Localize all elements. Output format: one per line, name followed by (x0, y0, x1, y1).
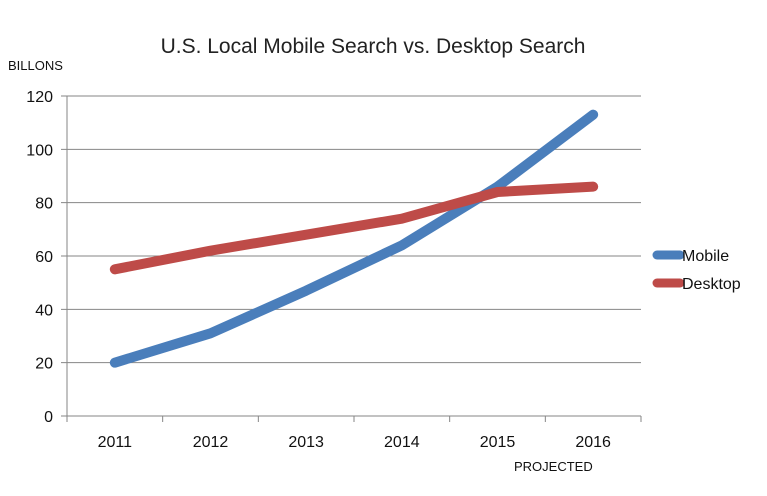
x-tick-label: 2016 (575, 434, 611, 451)
y-axis-label: BILLONS (8, 58, 63, 73)
y-tick-label: 80 (35, 196, 53, 213)
chart-title: U.S. Local Mobile Search vs. Desktop Sea… (161, 35, 586, 58)
y-tick-label: 40 (35, 302, 53, 319)
x-tick-label: 2012 (193, 434, 229, 451)
y-tick-label: 100 (26, 142, 53, 159)
legend-label-mobile: Mobile (682, 248, 729, 265)
series-line-mobile (109, 109, 599, 368)
x-tick-label: 2014 (384, 434, 420, 451)
y-tick-label: 120 (26, 89, 53, 106)
x-tick-label: 2015 (480, 434, 516, 451)
legend-label-desktop: Desktop (682, 276, 741, 293)
y-tick-label: 20 (35, 356, 53, 373)
y-tick-label: 0 (44, 409, 53, 426)
annotation-projected: PROJECTED (514, 459, 593, 474)
series-line-desktop (109, 181, 599, 275)
x-tick-label: 2013 (288, 434, 324, 451)
y-tick-label: 60 (35, 249, 53, 266)
x-tick-label: 2011 (98, 434, 133, 451)
